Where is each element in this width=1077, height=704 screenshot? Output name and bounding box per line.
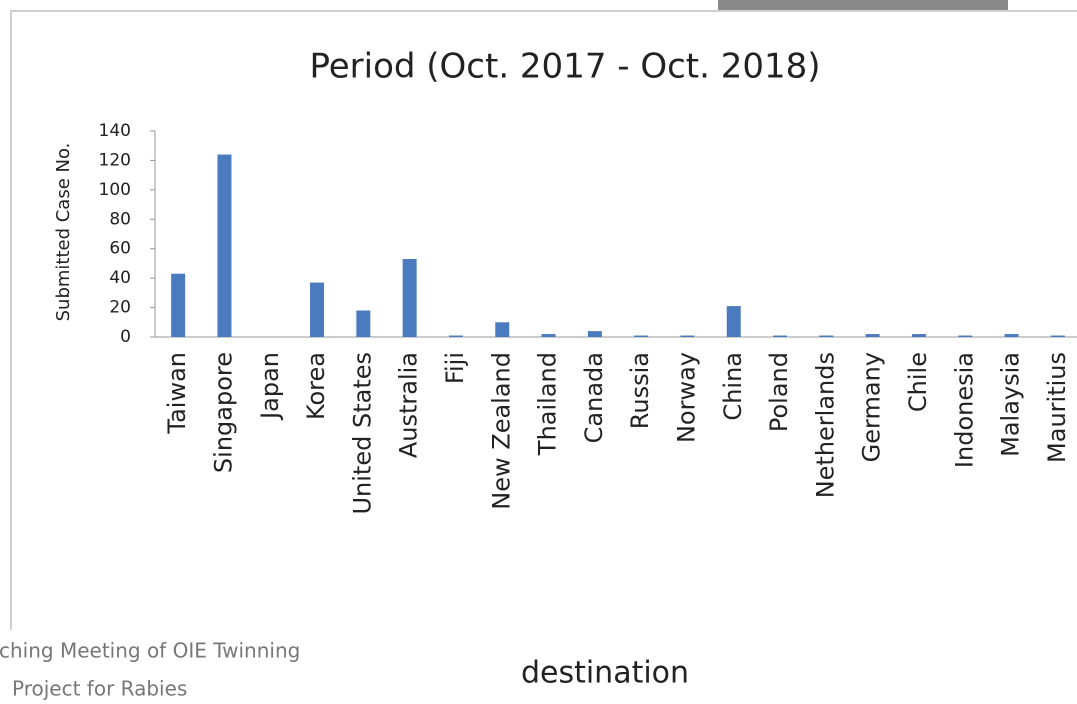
x-tick-label: Taiwan bbox=[163, 352, 191, 435]
y-tick-label: 120 bbox=[99, 150, 131, 170]
x-tick-label: Chile bbox=[904, 352, 932, 412]
bar bbox=[1005, 334, 1019, 337]
bar bbox=[958, 336, 972, 337]
bar bbox=[217, 155, 231, 337]
bar bbox=[680, 336, 694, 337]
y-tick-label: 100 bbox=[99, 180, 131, 200]
bar bbox=[495, 322, 509, 337]
y-tick-label: 20 bbox=[109, 298, 131, 318]
x-tick-label: Poland bbox=[765, 352, 793, 432]
x-tick-label: Canada bbox=[580, 352, 608, 443]
bar bbox=[1051, 336, 1065, 337]
footer-line: ching Meeting of OIE Twinning bbox=[0, 639, 300, 663]
x-tick-label: Germany bbox=[858, 352, 886, 462]
bar bbox=[634, 336, 648, 337]
x-tick-label: New Zealand bbox=[487, 352, 515, 510]
bar bbox=[356, 311, 370, 337]
y-axis-label: Submitted Case No. bbox=[53, 143, 74, 322]
x-tick-label: Korea bbox=[302, 352, 330, 420]
bar bbox=[403, 259, 417, 337]
bar bbox=[449, 336, 463, 337]
bar bbox=[773, 336, 787, 337]
y-tick-label: 0 bbox=[120, 327, 131, 347]
x-tick-label: Norway bbox=[672, 352, 700, 443]
bar bbox=[542, 334, 556, 337]
x-tick-label: Russia bbox=[626, 352, 654, 429]
bar bbox=[866, 334, 880, 337]
x-tick-label: Fiji bbox=[441, 352, 469, 384]
x-tick-label: Malaysia bbox=[997, 352, 1025, 457]
bar bbox=[588, 331, 602, 337]
x-tick-label: Mauritius bbox=[1043, 352, 1071, 463]
x-tick-label: Australia bbox=[395, 352, 423, 458]
slide: Period (Oct. 2017 - Oct. 2018) Submitted… bbox=[0, 0, 1077, 704]
x-tick-label: Japan bbox=[256, 352, 284, 421]
x-tick-label: Singapore bbox=[209, 352, 237, 473]
y-tick-label: 60 bbox=[109, 239, 131, 259]
x-tick-label: China bbox=[719, 352, 747, 421]
bar bbox=[171, 274, 185, 337]
bar bbox=[819, 336, 833, 337]
x-axis-label: destination bbox=[521, 656, 689, 691]
x-tick-label: United States bbox=[348, 352, 376, 515]
bar bbox=[912, 334, 926, 337]
x-tick-label: Indonesia bbox=[950, 352, 978, 468]
footer-line: Project for Rabies bbox=[12, 677, 187, 701]
y-tick-label: 140 bbox=[99, 121, 131, 141]
x-tick-label: Netherlands bbox=[811, 352, 839, 498]
bar bbox=[727, 306, 741, 337]
chart-title: Period (Oct. 2017 - Oct. 2018) bbox=[309, 47, 820, 87]
x-tick-label: Thailand bbox=[534, 352, 562, 456]
y-tick-label: 40 bbox=[109, 268, 131, 288]
bar bbox=[310, 283, 324, 337]
y-tick-label: 80 bbox=[109, 209, 131, 229]
